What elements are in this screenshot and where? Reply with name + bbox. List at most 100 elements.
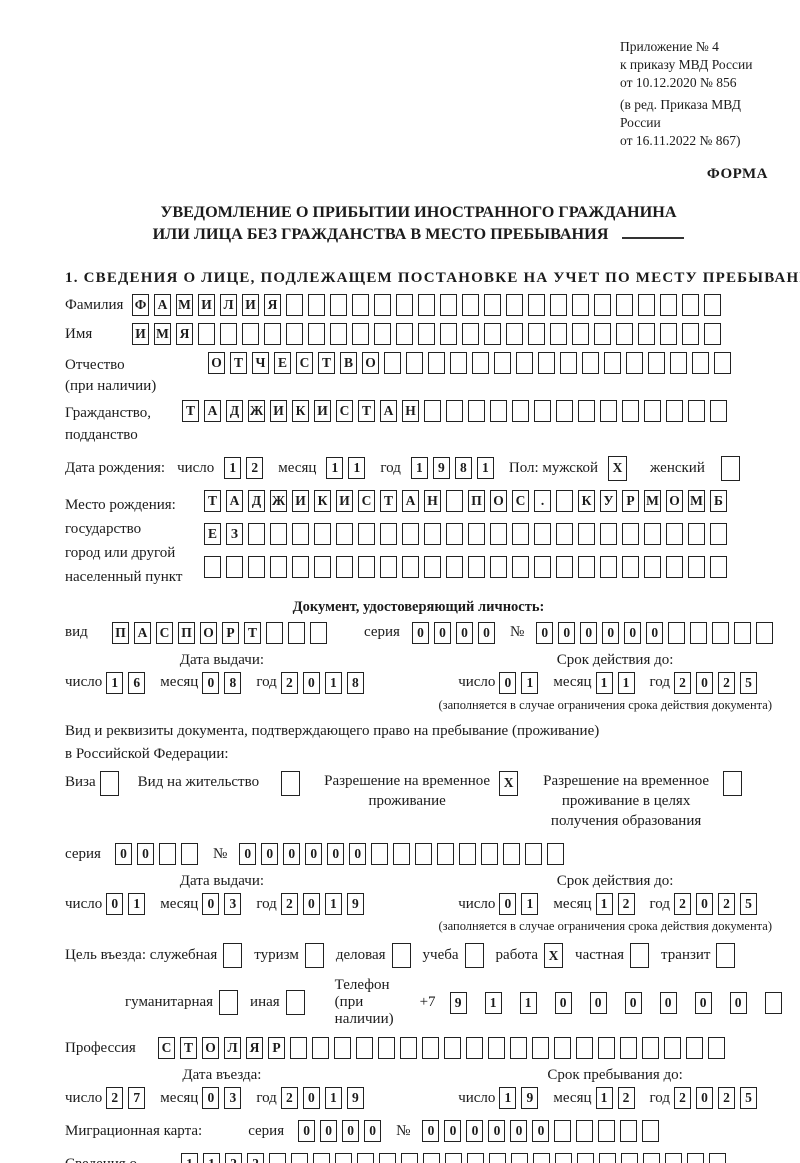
char-box[interactable]	[600, 555, 617, 578]
char-box[interactable]: 1	[324, 893, 342, 916]
char-box[interactable]: 0	[536, 621, 554, 644]
visa-checkbox[interactable]	[99, 770, 124, 796]
char-box[interactable]	[484, 322, 501, 345]
char-box[interactable]	[380, 522, 397, 545]
char-box[interactable]	[396, 293, 413, 316]
char-box[interactable]	[708, 1037, 725, 1060]
char-box[interactable]: А	[380, 400, 397, 423]
char-box[interactable]	[242, 322, 259, 345]
char-box[interactable]: Е	[274, 351, 291, 374]
char-box[interactable]: 0	[422, 1120, 440, 1143]
char-box[interactable]	[440, 293, 457, 316]
char-box[interactable]	[622, 522, 639, 545]
title-blank-field[interactable]	[622, 223, 685, 240]
char-box[interactable]: 2	[674, 893, 691, 916]
char-box[interactable]: И	[314, 400, 331, 423]
purpose-transit-checkbox[interactable]	[710, 943, 747, 969]
char-box[interactable]	[578, 522, 595, 545]
char-box[interactable]	[330, 293, 347, 316]
char-box[interactable]	[446, 400, 463, 423]
char-box[interactable]: 2	[718, 671, 735, 694]
char-box[interactable]	[400, 1037, 417, 1060]
char-box[interactable]	[712, 621, 730, 644]
char-box[interactable]	[445, 1153, 462, 1163]
char-box[interactable]	[310, 621, 327, 644]
char-box[interactable]: 0	[554, 991, 572, 1014]
char-box[interactable]: 0	[444, 1120, 462, 1143]
char-box[interactable]	[371, 843, 389, 866]
char-box[interactable]: 0	[624, 621, 642, 644]
char-box[interactable]	[401, 1153, 418, 1163]
char-box[interactable]: С	[358, 489, 375, 512]
char-box[interactable]	[440, 322, 457, 345]
char-box[interactable]: Я	[246, 1037, 263, 1060]
char-box[interactable]	[626, 351, 643, 374]
char-box[interactable]: 2	[718, 893, 735, 916]
char-box[interactable]: У	[600, 489, 617, 512]
char-box[interactable]: И	[292, 489, 309, 512]
char-box[interactable]: Н	[424, 489, 441, 512]
char-box[interactable]	[532, 1037, 549, 1060]
char-box[interactable]: О	[490, 489, 507, 512]
char-box[interactable]	[288, 621, 305, 644]
char-box[interactable]: 9	[346, 893, 364, 916]
char-box[interactable]: О	[362, 351, 379, 374]
char-box[interactable]	[424, 555, 441, 578]
char-box[interactable]	[402, 522, 419, 545]
sex-female-checkbox[interactable]	[720, 455, 745, 481]
char-box[interactable]	[406, 351, 423, 374]
purpose-tourism-checkbox[interactable]	[299, 943, 336, 969]
char-box[interactable]: 0	[659, 991, 677, 1014]
char-box[interactable]: М	[688, 489, 705, 512]
char-box[interactable]	[220, 322, 237, 345]
char-box[interactable]: О	[200, 621, 217, 644]
char-box[interactable]	[459, 843, 477, 866]
char-box[interactable]	[512, 522, 529, 545]
char-box[interactable]: А	[134, 621, 151, 644]
char-box[interactable]	[688, 555, 705, 578]
char-box[interactable]	[660, 322, 677, 345]
char-box[interactable]	[444, 1037, 461, 1060]
char-box[interactable]	[292, 555, 309, 578]
char-box[interactable]	[665, 1153, 682, 1163]
char-box[interactable]: 0	[411, 621, 429, 644]
char-box[interactable]	[648, 351, 665, 374]
char-box[interactable]: Т	[318, 351, 335, 374]
char-box[interactable]	[709, 1153, 726, 1163]
char-box[interactable]	[290, 1037, 307, 1060]
char-box[interactable]: 9	[346, 1087, 364, 1110]
char-box[interactable]	[270, 522, 287, 545]
char-box[interactable]	[720, 455, 740, 481]
char-box[interactable]: 2	[280, 1087, 298, 1110]
char-box[interactable]	[270, 555, 287, 578]
char-box[interactable]	[180, 843, 198, 866]
char-box[interactable]	[723, 770, 743, 796]
char-box[interactable]: 2	[280, 671, 298, 694]
char-box[interactable]: 1	[521, 671, 539, 694]
char-box[interactable]	[158, 843, 176, 866]
char-box[interactable]	[204, 555, 221, 578]
char-box[interactable]: 5	[740, 893, 757, 916]
char-box[interactable]	[622, 555, 639, 578]
char-box[interactable]: 0	[694, 991, 712, 1014]
char-box[interactable]: 0	[602, 621, 620, 644]
char-box[interactable]	[682, 293, 699, 316]
char-box[interactable]	[437, 843, 455, 866]
char-box[interactable]	[380, 555, 397, 578]
char-box[interactable]	[424, 400, 441, 423]
char-box[interactable]: 1	[595, 1087, 613, 1110]
char-box[interactable]	[489, 1153, 506, 1163]
char-box[interactable]	[642, 1120, 660, 1143]
char-box[interactable]: 0	[202, 1087, 220, 1110]
char-box[interactable]	[226, 555, 243, 578]
char-box[interactable]	[600, 522, 617, 545]
char-box[interactable]: 1	[203, 1153, 220, 1163]
char-box[interactable]: 1	[484, 991, 502, 1014]
char-box[interactable]: 0	[136, 843, 154, 866]
char-box[interactable]	[428, 351, 445, 374]
char-box[interactable]: К	[578, 489, 595, 512]
